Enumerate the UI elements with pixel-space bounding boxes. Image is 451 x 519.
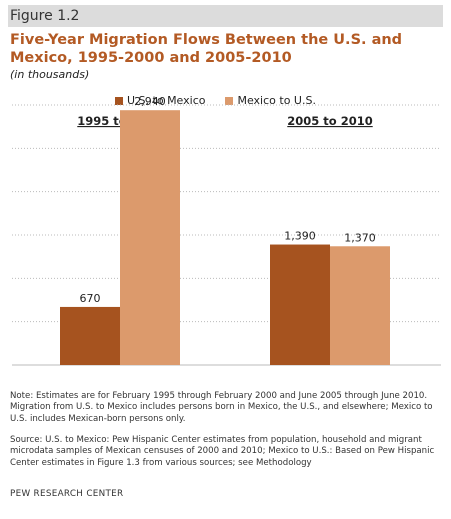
legend-swatch-us-to-mexico <box>115 96 123 105</box>
data-label-u-s-to-mexico-2005-to-2010: 1,390 <box>284 230 316 243</box>
bar-u-s-to-mexico-2005-to-2010 <box>270 244 330 365</box>
bar-u-s-to-mexico-1995-to-2000 <box>60 306 120 365</box>
data-label-mexico-to-u-s-2005-to-2010: 1,370 <box>344 231 376 244</box>
legend-swatch-mexico-to-us <box>225 96 234 105</box>
legend: U.S. to Mexico Mexico to U.S. <box>115 94 316 107</box>
source-note: Source: U.S. to Mexico: Pew Hispanic Cen… <box>10 435 435 468</box>
legend-item-mexico-to-us: Mexico to U.S. <box>225 94 316 107</box>
legend-label-mexico-to-us: Mexico to U.S. <box>237 94 316 107</box>
legend-label-us-to-mexico: U.S. to Mexico <box>127 94 206 107</box>
legend-item-us-to-mexico: U.S. to Mexico <box>115 94 205 107</box>
footnote: Note: Estimates are for February 1995 th… <box>10 391 433 424</box>
bar-mexico-to-u-s-2005-to-2010 <box>330 246 390 365</box>
category-label-2005-to-2010: 2005 to 2010 <box>287 114 372 128</box>
bar-mexico-to-u-s-1995-to-2000 <box>120 110 180 365</box>
chart-title: Five-Year Migration Flows Between the U.… <box>10 32 403 66</box>
data-label-mexico-to-u-s-1995-to-2000: 2,940 <box>134 95 166 108</box>
data-label-u-s-to-mexico-1995-to-2000: 670 <box>80 292 101 305</box>
figure-label: Figure 1.2 <box>8 5 443 27</box>
organization-credit: PEW RESEARCH CENTER <box>10 489 124 499</box>
chart-subtitle: (in thousands) <box>10 68 90 81</box>
